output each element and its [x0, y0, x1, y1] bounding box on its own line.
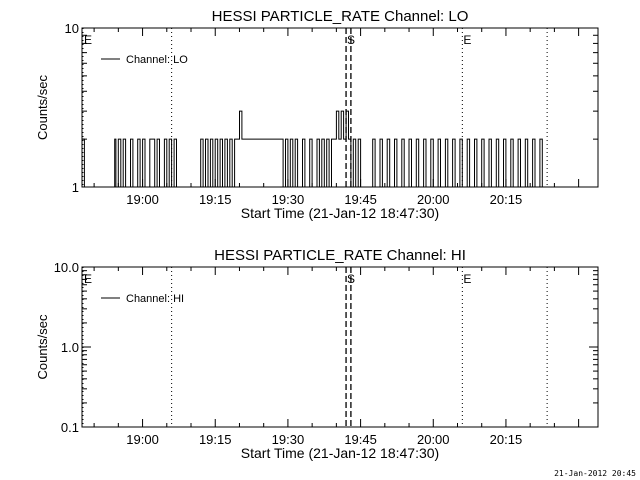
y-tick-label: 0.1 — [61, 420, 79, 435]
x-tick-label: 19:30 — [272, 192, 305, 207]
chart-panel-hi: HESSI PARTICLE_RATE Channel: HI 19:00 19:1… — [35, 247, 599, 461]
x-axis-label: Start Time (21-Jan-12 18:47:30) — [241, 445, 439, 461]
y-tick-label: 1 — [72, 180, 79, 195]
event-marker-label: E — [84, 33, 92, 47]
y-tick-label: 10.0 — [54, 260, 79, 275]
chart-panel-lo: HESSI PARTICLE_RATE Channel: LO 19:00 19:1… — [35, 8, 599, 221]
y-tick-label: 10 — [65, 21, 79, 36]
y-tick-label: 1.0 — [61, 340, 79, 355]
legend-entry: Channel: LO — [126, 54, 188, 66]
x-axis-label: Start Time (21-Jan-12 18:47:30) — [241, 205, 439, 221]
chart-title: HESSI PARTICLE_RATE Channel: HI — [214, 247, 466, 264]
series-line — [82, 110, 545, 188]
x-tick-label: 19:45 — [344, 432, 377, 447]
x-tick-label: 20:00 — [417, 432, 450, 447]
y-axis-label: Counts/sec — [35, 74, 50, 140]
plot-frame — [81, 27, 599, 188]
y-axis-label: Counts/sec — [35, 314, 50, 380]
x-tick-label: 19:45 — [344, 192, 377, 207]
x-tick-label: 20:00 — [417, 192, 450, 207]
footer-timestamp: 21-Jan-2012 20:45 — [554, 469, 636, 478]
x-tick-label: 19:15 — [199, 432, 232, 447]
event-marker-label: E — [463, 33, 471, 47]
event-marker-label: E — [84, 272, 92, 286]
plot-frame — [81, 266, 599, 428]
x-tick-label: 19:00 — [126, 432, 159, 447]
x-tick-label: 19:00 — [126, 192, 159, 207]
chart-title: HESSI PARTICLE_RATE Channel: LO — [212, 8, 469, 25]
x-tick-label: 20:15 — [490, 432, 523, 447]
x-tick-label: 19:30 — [272, 432, 305, 447]
event-marker-label: E — [463, 272, 471, 286]
x-tick-label: 19:15 — [199, 192, 232, 207]
x-tick-label: 20:15 — [490, 192, 523, 207]
legend-entry: Channel: HI — [126, 293, 184, 305]
